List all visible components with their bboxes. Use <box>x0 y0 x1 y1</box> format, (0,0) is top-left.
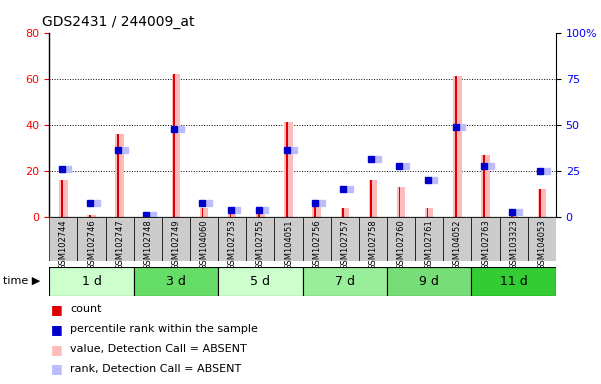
Text: GSM102747: GSM102747 <box>115 219 124 270</box>
Text: GSM102749: GSM102749 <box>171 219 180 270</box>
Text: rank, Detection Call = ABSENT: rank, Detection Call = ABSENT <box>70 364 242 374</box>
Bar <box>444 217 472 261</box>
Bar <box>510 215 518 217</box>
Bar <box>370 180 372 217</box>
Bar <box>162 217 190 261</box>
Bar <box>455 76 457 217</box>
Text: ■: ■ <box>51 362 63 376</box>
Bar <box>511 215 513 217</box>
Bar <box>258 210 260 217</box>
Text: GSM104053: GSM104053 <box>537 219 546 270</box>
Bar <box>115 134 124 217</box>
Bar <box>218 267 303 296</box>
Bar <box>369 180 377 217</box>
Bar <box>415 217 444 261</box>
Bar <box>359 217 387 261</box>
Bar <box>201 208 203 217</box>
Bar <box>453 76 462 217</box>
Text: time ▶: time ▶ <box>3 276 40 286</box>
Text: 11 d: 11 d <box>500 275 528 288</box>
Text: GSM102748: GSM102748 <box>143 219 152 270</box>
Bar <box>387 217 415 261</box>
Bar <box>481 155 490 217</box>
Text: GSM102758: GSM102758 <box>368 219 377 270</box>
Bar <box>538 189 546 217</box>
Bar <box>87 215 96 217</box>
Bar <box>275 217 303 261</box>
Bar <box>343 208 344 217</box>
Bar <box>134 267 218 296</box>
Bar <box>397 187 405 217</box>
Bar <box>256 210 264 217</box>
Bar <box>78 217 106 261</box>
Bar <box>89 215 91 217</box>
Bar <box>49 217 78 261</box>
Bar <box>218 217 246 261</box>
Bar <box>106 217 134 261</box>
Text: GSM102760: GSM102760 <box>397 219 406 270</box>
Bar <box>49 267 134 296</box>
Bar <box>483 155 485 217</box>
Text: 5 d: 5 d <box>251 275 270 288</box>
Bar <box>59 180 67 217</box>
Bar <box>303 217 331 261</box>
Bar <box>145 215 147 217</box>
Bar <box>398 187 400 217</box>
Bar <box>341 208 349 217</box>
Bar <box>61 180 63 217</box>
Text: value, Detection Call = ABSENT: value, Detection Call = ABSENT <box>70 344 247 354</box>
Bar <box>117 134 119 217</box>
Bar <box>200 208 209 217</box>
Text: ■: ■ <box>51 323 63 336</box>
Text: GSM102753: GSM102753 <box>228 219 237 270</box>
Bar <box>284 122 293 217</box>
Bar <box>286 122 288 217</box>
Bar <box>246 217 275 261</box>
Bar <box>331 217 359 261</box>
Text: GSM102746: GSM102746 <box>87 219 96 270</box>
Text: GSM104060: GSM104060 <box>200 219 209 270</box>
Bar <box>228 208 236 217</box>
Text: ■: ■ <box>51 343 63 356</box>
Bar <box>472 217 499 261</box>
Text: GSM102757: GSM102757 <box>340 219 349 270</box>
Bar <box>190 217 218 261</box>
Bar <box>427 208 429 217</box>
Bar <box>172 74 180 217</box>
Text: ■: ■ <box>51 303 63 316</box>
Text: GSM104051: GSM104051 <box>284 219 293 270</box>
Bar <box>472 267 556 296</box>
Bar <box>539 189 541 217</box>
Text: GSM103323: GSM103323 <box>509 219 518 270</box>
Bar <box>313 203 321 217</box>
Text: percentile rank within the sample: percentile rank within the sample <box>70 324 258 334</box>
Bar <box>230 208 231 217</box>
Bar <box>303 267 387 296</box>
Bar <box>174 74 175 217</box>
Bar <box>499 217 528 261</box>
Bar <box>314 203 316 217</box>
Text: GSM102744: GSM102744 <box>59 219 68 270</box>
Bar <box>144 215 152 217</box>
Text: GSM102761: GSM102761 <box>425 219 434 270</box>
Bar <box>528 217 556 261</box>
Text: count: count <box>70 304 102 314</box>
Text: GSM102755: GSM102755 <box>256 219 265 270</box>
Text: GSM102756: GSM102756 <box>312 219 321 270</box>
Text: 1 d: 1 d <box>82 275 102 288</box>
Bar <box>134 217 162 261</box>
Bar <box>387 267 472 296</box>
Bar <box>425 208 433 217</box>
Text: GDS2431 / 244009_at: GDS2431 / 244009_at <box>42 15 195 29</box>
Text: 3 d: 3 d <box>166 275 186 288</box>
Text: GSM102763: GSM102763 <box>481 219 490 270</box>
Text: 7 d: 7 d <box>335 275 355 288</box>
Text: GSM104052: GSM104052 <box>453 219 462 270</box>
Text: 9 d: 9 d <box>419 275 439 288</box>
